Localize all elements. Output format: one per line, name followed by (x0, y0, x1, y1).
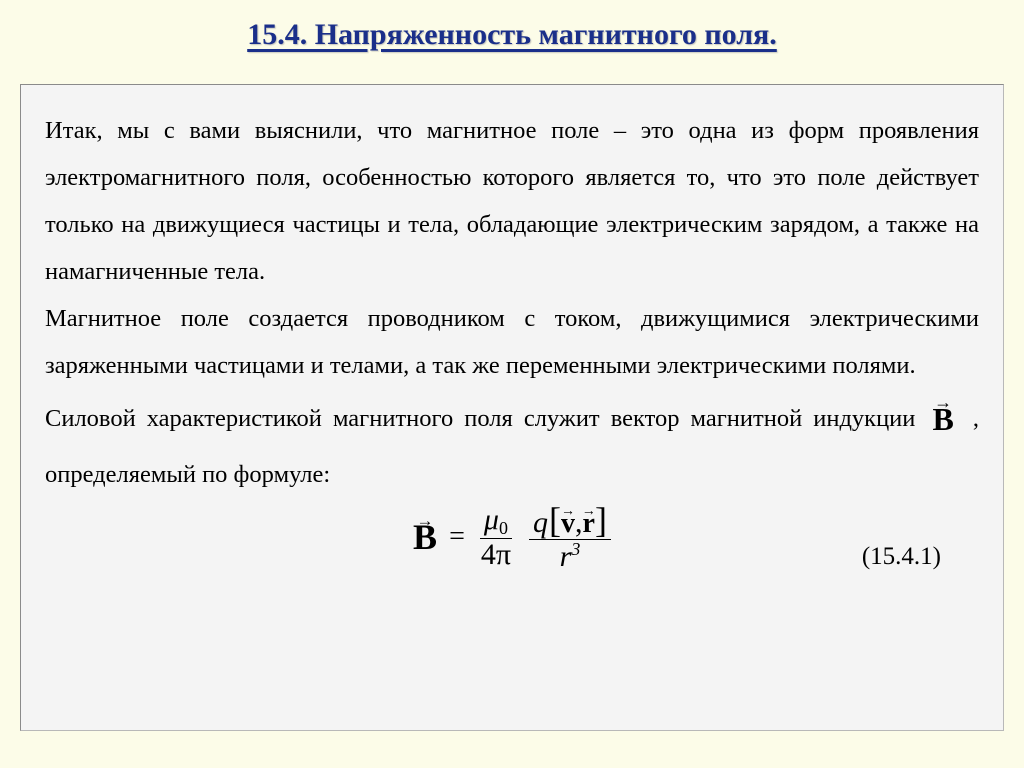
q-symbol: q (533, 506, 548, 539)
arrow-icon: → (934, 385, 952, 420)
formula: → B = μ0 4π q[→v,→r] (413, 502, 611, 573)
arrow-icon: → (417, 511, 434, 531)
sub-zero: 0 (499, 518, 508, 538)
paragraph-3: Силовой характеристикой магнитного поля … (45, 389, 979, 497)
formula-lhs-B: → B (413, 516, 437, 558)
fraction-mu: μ0 4π (477, 504, 515, 570)
mu-symbol: μ (484, 503, 499, 536)
fraction-qvr: q[→v,→r] r3 (529, 502, 611, 573)
content-panel: Итак, мы с вами выяснили, что магнитное … (20, 84, 1004, 731)
section-title: 15.4. Напряженность магнитного поля. (20, 18, 1004, 52)
right-bracket: ] (595, 500, 607, 540)
formula-row: → B = μ0 4π q[→v,→r] (45, 502, 979, 573)
four: 4 (481, 538, 496, 571)
equation-number: (15.4.1) (862, 543, 941, 571)
paragraph-1: Итак, мы с вами выяснили, что магнитное … (45, 107, 979, 295)
para3-text-a: Силовой характеристикой магнитного поля … (45, 405, 926, 432)
pi-symbol: π (496, 538, 511, 571)
equals-sign: = (449, 521, 465, 553)
slide: 15.4. Напряженность магнитного поля. Ита… (0, 0, 1024, 768)
vector-r: →r (583, 509, 595, 538)
left-bracket: [ (549, 500, 561, 540)
paragraph-2: Магнитное поле создается проводником с т… (45, 295, 979, 389)
vector-B-inline: → B (932, 389, 953, 450)
arrow-icon: → (582, 505, 596, 520)
arrow-icon: → (561, 505, 575, 520)
r-cubed: r3 (560, 540, 581, 573)
vector-v: →v (561, 509, 575, 538)
